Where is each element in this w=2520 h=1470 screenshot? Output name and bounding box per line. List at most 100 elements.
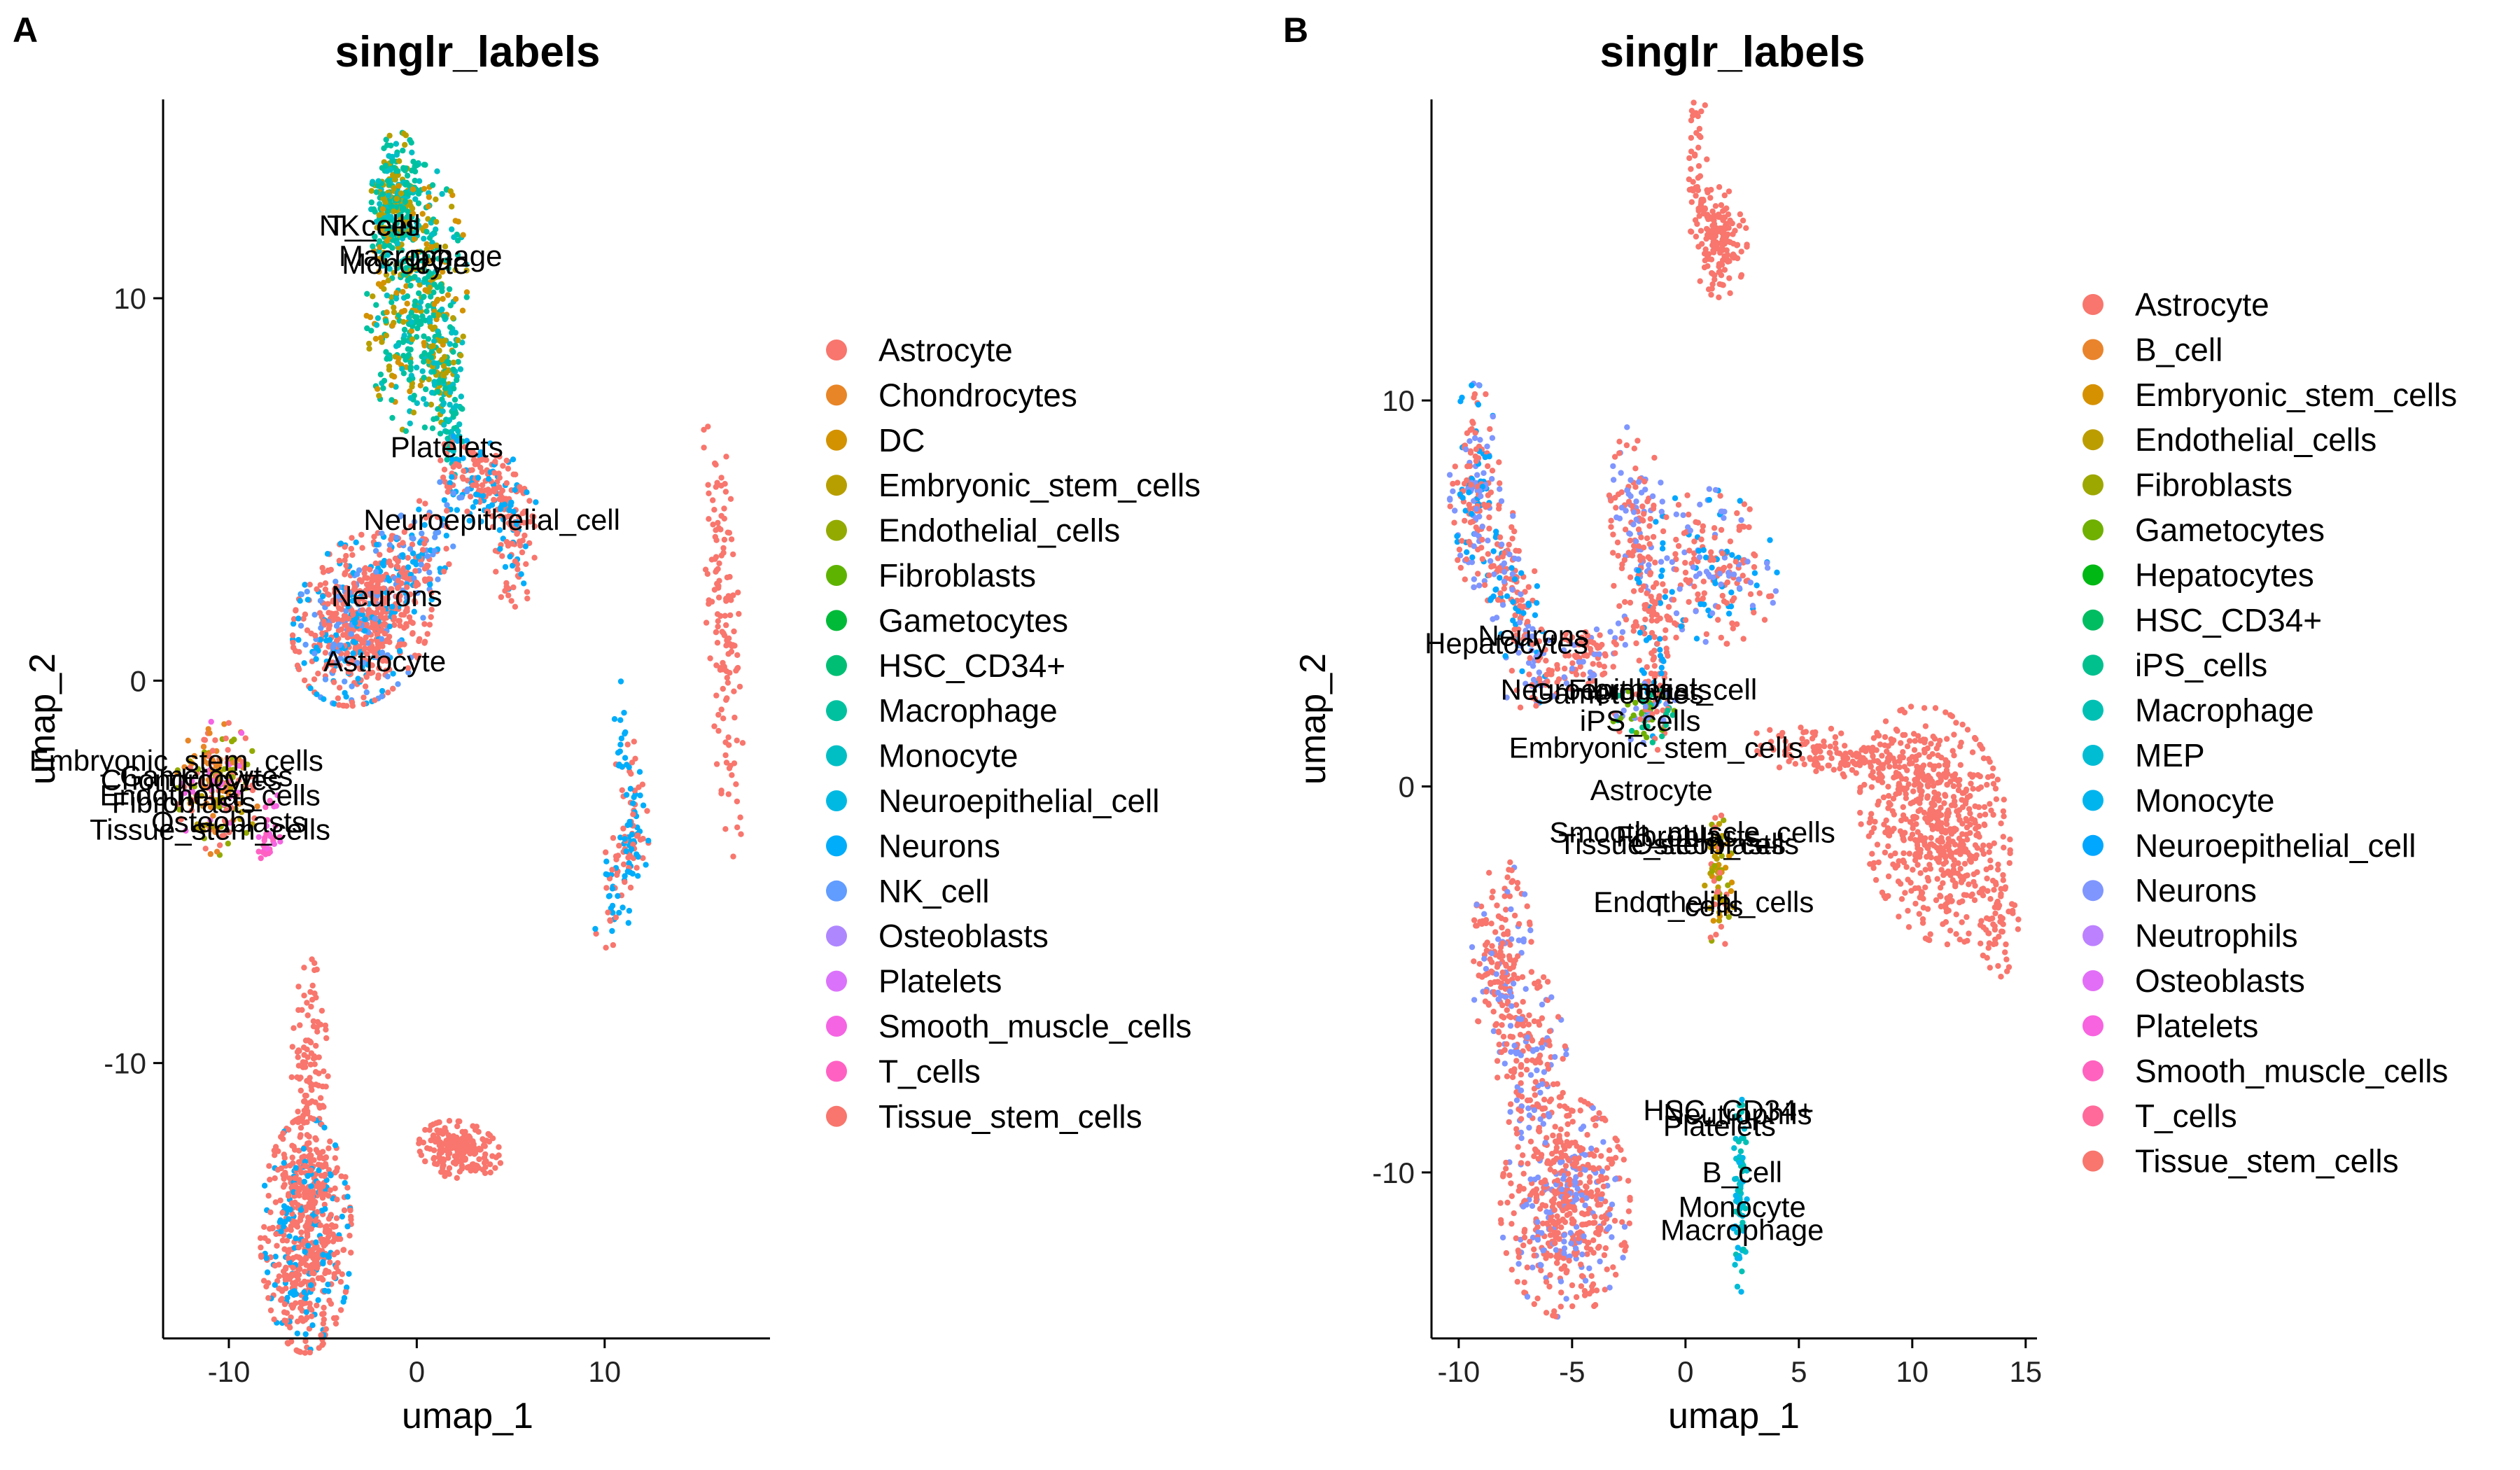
scatter-point (2000, 808, 2007, 815)
legend-label: NK_cell (878, 873, 990, 909)
scatter-point (271, 1316, 277, 1323)
scatter-point (1697, 278, 1703, 284)
scatter-point (267, 1226, 273, 1232)
scatter-point (441, 466, 448, 472)
cluster-cloud (592, 808, 652, 951)
scatter-point (1622, 642, 1628, 648)
scatter-point (384, 356, 390, 362)
scatter-point (422, 287, 428, 293)
scatter-point (1650, 505, 1657, 512)
scatter-point (624, 741, 631, 748)
scatter-point (1702, 638, 1709, 645)
scatter-point (225, 720, 232, 727)
scatter-point (272, 1282, 278, 1288)
scatter-point (1619, 561, 1625, 568)
scatter-point (1716, 570, 1723, 577)
scatter-point (1833, 746, 1839, 752)
scatter-point (327, 1187, 333, 1194)
legend-item: Monocyte (826, 738, 1018, 774)
scatter-point (1737, 211, 1744, 218)
legend-item: T_cells (826, 1053, 981, 1089)
scatter-point (424, 253, 430, 260)
scatter-point (1610, 550, 1616, 556)
legend-label: DC (878, 422, 925, 458)
scatter-point (1636, 579, 1642, 586)
scatter-point (427, 284, 433, 290)
scatter-point (444, 456, 450, 463)
scatter-point (395, 342, 401, 349)
scatter-point (1900, 804, 1906, 811)
scatter-point (1698, 108, 1704, 115)
scatter-point (1631, 445, 1637, 451)
scatter-point (1857, 809, 1863, 816)
scatter-point (428, 1137, 434, 1144)
scatter-point (1466, 538, 1472, 545)
scatter-point (307, 988, 314, 995)
scatter-point (276, 1219, 283, 1225)
scatter-point (1692, 217, 1699, 223)
scatter-point (386, 132, 393, 139)
scatter-point (1610, 463, 1616, 470)
scatter-point (624, 868, 631, 875)
scatter-point (450, 315, 456, 321)
scatter-point (734, 798, 741, 805)
scatter-point (1457, 491, 1463, 498)
scatter-point (630, 811, 636, 818)
scatter-point (1951, 752, 1957, 759)
scatter-point (1678, 623, 1684, 629)
scatter-point (442, 337, 448, 344)
scatter-point (398, 309, 405, 315)
scatter-point (1849, 766, 1856, 774)
scatter-point (421, 276, 428, 282)
scatter-point (1929, 751, 1935, 757)
scatter-point (280, 1184, 287, 1190)
scatter-point (1466, 489, 1472, 496)
scatter-point (1610, 531, 1616, 538)
scatter-point (406, 377, 412, 383)
scatter-point (718, 475, 724, 481)
scatter-point (1688, 199, 1695, 205)
scatter-point (735, 589, 741, 596)
scatter-point (1734, 255, 1741, 262)
scatter-point (405, 353, 412, 360)
scatter-point (444, 1170, 451, 1176)
scatter-point (312, 1135, 318, 1142)
scatter-point (1616, 450, 1623, 456)
scatter-point (1608, 517, 1614, 524)
scatter-point (383, 272, 390, 278)
scatter-point (402, 165, 409, 172)
scatter-point (339, 1213, 345, 1220)
scatter-point (489, 1153, 496, 1159)
scatter-point (321, 1236, 327, 1243)
scatter-point (455, 337, 461, 344)
scatter-point (1659, 545, 1666, 552)
scatter-point (628, 771, 634, 777)
scatter-point (267, 1307, 274, 1314)
scatter-point (1810, 744, 1816, 750)
scatter-point (603, 885, 610, 891)
scatter-point (713, 527, 719, 533)
scatter-point (724, 680, 732, 686)
scatter-point (302, 1317, 309, 1323)
scatter-point (1712, 486, 1719, 493)
legend-label: Endothelial_cells (878, 512, 1120, 549)
scatter-point (1520, 610, 1527, 616)
scatter-point (1718, 581, 1724, 587)
scatter-point (400, 225, 406, 232)
legend-item: Chondrocytes (826, 377, 1077, 413)
scatter-point (421, 235, 427, 242)
scatter-point (1736, 223, 1743, 229)
scatter-point (361, 628, 368, 634)
scatter-point (319, 630, 326, 636)
scatter-point (1480, 470, 1487, 476)
scatter-point (423, 386, 429, 393)
scatter-point (1499, 554, 1506, 560)
scatter-point (322, 580, 329, 587)
scatter-point (388, 299, 395, 305)
scatter-point (410, 410, 417, 416)
scatter-point (1510, 512, 1516, 519)
scatter-point (482, 1170, 489, 1177)
scatter-point (437, 430, 444, 437)
scatter-point (297, 1134, 303, 1140)
scatter-point (302, 1098, 308, 1105)
